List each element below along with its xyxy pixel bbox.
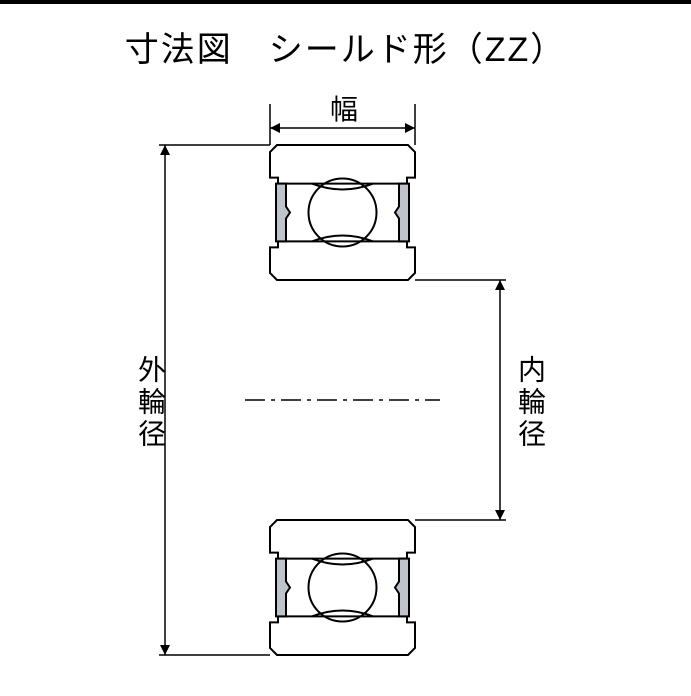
diagram-title: 寸法図 シールド形（ZZ） bbox=[0, 22, 691, 71]
inner-diameter-label: 内輪径 bbox=[510, 355, 550, 451]
width-label: 幅 bbox=[330, 88, 358, 128]
bearing-diagram bbox=[0, 80, 691, 691]
outer-diameter-label: 外輪径 bbox=[130, 355, 170, 451]
diagram-container: 寸法図 シールド形（ZZ） 幅 外輪径 内輪径 bbox=[0, 0, 691, 691]
top-border bbox=[0, 0, 691, 4]
